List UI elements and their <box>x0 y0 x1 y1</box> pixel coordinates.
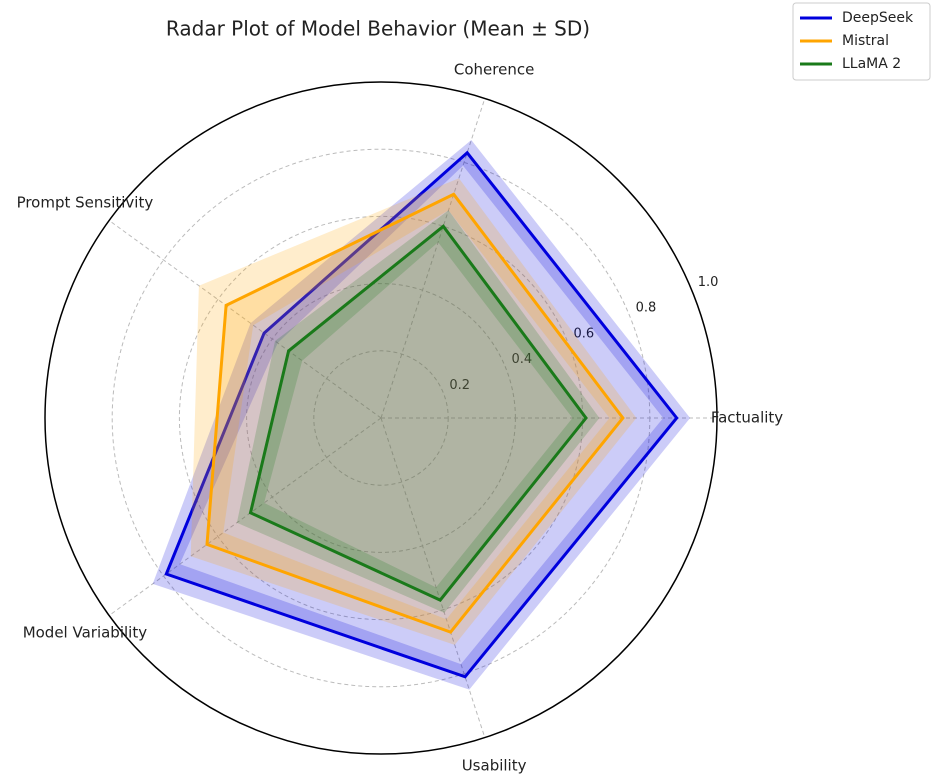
series-line <box>248 224 588 602</box>
category-label: Coherence <box>454 60 534 78</box>
r-tick-label: 0.8 <box>636 301 657 316</box>
angular-grid-line <box>380 98 486 419</box>
angular-grid-line <box>108 417 382 616</box>
r-tick-label: 0.6 <box>574 326 595 341</box>
category-label: Prompt Sensitivity <box>17 193 154 211</box>
category-label: Factuality <box>711 409 783 427</box>
sd-band <box>190 178 637 645</box>
legend-label: Mistral <box>842 33 889 49</box>
legend-box <box>792 2 931 81</box>
angular-grid-line <box>380 417 486 738</box>
legend-label: LLaMA 2 <box>842 56 901 72</box>
series-line <box>205 192 625 634</box>
polar-spine <box>44 81 718 755</box>
r-tick-label: 0.4 <box>511 352 532 367</box>
category-label: Model Variability <box>23 624 148 642</box>
sd-band <box>152 140 691 690</box>
chart-title: Radar Plot of Model Behavior (Mean ± SD) <box>166 17 590 41</box>
legend-label: DeepSeek <box>842 10 914 26</box>
legend: DeepSeek Mistral LLaMA 2 <box>792 2 931 81</box>
r-tick-label: 1.0 <box>698 275 719 290</box>
series-area <box>166 152 677 677</box>
grid-circle <box>313 350 449 486</box>
series-area <box>250 226 586 601</box>
series-area <box>207 194 623 633</box>
r-tick-label: 0.2 <box>449 378 470 393</box>
angular-grid-line <box>108 220 382 419</box>
category-label: Usability <box>462 757 527 775</box>
grid-circle <box>178 215 584 621</box>
